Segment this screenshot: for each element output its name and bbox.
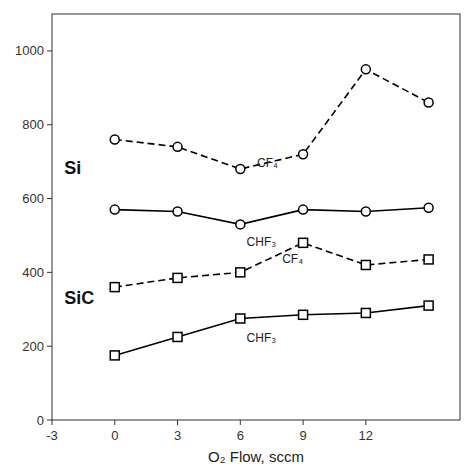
point — [299, 310, 308, 319]
point — [110, 205, 119, 214]
y-tick — [47, 198, 52, 199]
y-tick-label: 400 — [22, 265, 44, 280]
point — [361, 207, 370, 216]
x-tick-label: 9 — [299, 428, 306, 443]
point — [361, 260, 370, 269]
annotation: CF₄ — [282, 252, 303, 266]
y-tick — [47, 124, 52, 125]
point — [110, 135, 119, 144]
x-tick-label: -3 — [46, 428, 58, 443]
point — [236, 165, 245, 174]
point — [424, 255, 433, 264]
point — [110, 351, 119, 360]
x-tick — [52, 420, 53, 425]
group-label: Si — [64, 158, 81, 178]
x-tick-label: 6 — [237, 428, 244, 443]
x-tick — [365, 420, 366, 425]
point — [236, 314, 245, 323]
series — [110, 203, 433, 229]
annotations: CF₄ CHF₃ CF₄ CHF₃ Si SiC — [64, 156, 303, 345]
x-tick — [177, 420, 178, 425]
y-tick — [47, 346, 52, 347]
annotation: CHF₃ — [247, 235, 277, 249]
point — [236, 268, 245, 277]
point — [173, 142, 182, 151]
point — [173, 207, 182, 216]
x-axis-label: O₂ Flow, sccm — [208, 448, 304, 465]
y-tick-label: 600 — [22, 191, 44, 206]
point — [110, 283, 119, 292]
annotation: CHF₃ — [247, 331, 277, 345]
plot-frame — [52, 14, 460, 420]
group-label: SiC — [64, 288, 94, 308]
point — [299, 238, 308, 247]
y-tick — [47, 272, 52, 273]
annotation: CF₄ — [257, 156, 278, 170]
point — [424, 98, 433, 107]
series — [110, 301, 433, 360]
y-tick — [47, 50, 52, 51]
plot-area — [110, 65, 433, 360]
point — [424, 301, 433, 310]
point — [361, 308, 370, 317]
x-tick — [303, 420, 304, 425]
x-tick-label: 12 — [359, 428, 373, 443]
point — [173, 273, 182, 282]
x-tick-label: 0 — [111, 428, 118, 443]
series-line — [115, 243, 429, 287]
point — [299, 150, 308, 159]
point — [424, 203, 433, 212]
y-tick-label: 200 — [22, 339, 44, 354]
point — [173, 332, 182, 341]
x-tick — [240, 420, 241, 425]
series — [110, 65, 433, 174]
x-tick — [114, 420, 115, 425]
chart: -303691202004006008001000O₂ Flow, sccmCF… — [0, 0, 474, 474]
y-tick-label: 800 — [22, 117, 44, 132]
point — [236, 220, 245, 229]
series-line — [115, 208, 429, 225]
x-tick-label: 3 — [174, 428, 181, 443]
point — [299, 205, 308, 214]
series-line — [115, 69, 429, 169]
point — [361, 65, 370, 74]
y-tick-label: 1000 — [15, 43, 44, 58]
y-tick — [47, 420, 52, 421]
axes: -303691202004006008001000 — [15, 43, 373, 443]
series-line — [115, 306, 429, 356]
y-tick-label: 0 — [37, 413, 44, 428]
